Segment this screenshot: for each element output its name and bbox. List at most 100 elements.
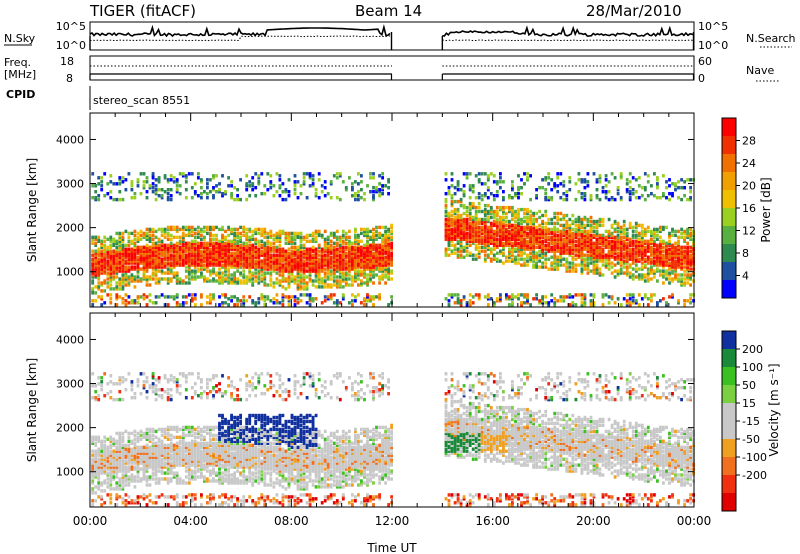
power-cell [206,257,209,261]
power-cell [474,227,478,232]
power-cell [296,247,300,251]
power-cell [631,293,635,297]
power-cell [502,233,505,238]
power-cell [326,259,330,263]
power-cell [281,231,285,236]
power-cell [556,257,560,261]
power-cell [604,192,608,196]
power-cell [203,267,206,271]
power-cell [559,217,563,222]
power-cell [236,233,239,238]
power-cell [625,243,629,247]
power-cell [577,253,581,257]
power-cell [640,267,644,271]
power-cell [532,231,535,236]
power-cell [486,178,490,182]
power-cell [643,265,647,269]
power-cell [242,227,246,232]
power-cell [100,289,104,293]
power-cell [293,261,297,265]
power-cell [520,251,523,255]
velocity-cell [109,469,113,473]
power-cell [384,251,387,255]
power-cell [323,180,327,184]
power-cell [665,259,668,263]
power-cell [628,251,632,255]
power-cell [607,180,611,184]
velocity-cell [103,449,107,453]
power-cell [354,245,357,249]
power-cell [680,281,683,285]
power-cell [311,297,315,301]
power-cell [689,196,692,200]
power-cell [200,192,203,196]
velocity-cell [103,445,107,449]
power-cell [230,261,233,265]
power-cell [592,269,596,273]
power-cell [637,243,641,247]
power-cell [236,265,239,269]
power-cell [598,197,602,202]
power-cell [468,213,472,218]
power-cell [646,255,650,259]
power-cell [520,245,523,249]
power-cell [683,186,686,190]
power-cell [305,275,309,279]
power-cell [659,235,662,239]
power-cell [293,267,297,271]
power-cell [499,239,502,243]
power-cell [372,190,375,194]
power-cell [505,229,508,234]
power-cell [169,255,173,259]
power-cell [221,245,224,249]
power-cell [553,239,557,243]
power-cell [668,197,671,202]
power-cell [172,265,176,269]
power-cell [190,233,194,238]
power-cell [369,253,372,257]
power-cell [483,295,487,299]
power-cell [260,253,264,257]
power-cell [287,271,291,275]
power-cell [580,219,584,224]
power-cell [348,255,351,259]
power-cell [305,196,309,200]
power-cell [335,275,339,279]
power-cell [653,261,656,265]
power-cell [91,287,95,291]
power-cell [586,217,590,222]
power-cell [565,247,569,251]
power-cell [668,235,671,239]
power-cell [574,263,578,267]
power-cell [444,225,448,230]
power-cell [668,273,671,277]
power-cell [275,301,279,305]
power-cell [502,209,505,214]
power-cell [227,245,230,249]
power-cell [166,243,170,247]
power-cell [103,251,107,255]
power-cell [329,249,333,253]
power-cell [453,251,457,255]
velocity-cell [91,453,95,457]
velocity-cell [109,461,113,465]
power-cell [628,192,632,196]
power-cell [499,233,502,238]
power-cell [293,180,297,184]
power-cell [601,293,605,297]
power-cell [589,299,593,303]
power-cell [193,263,197,267]
power-cell [251,182,255,186]
power-cell [366,283,369,287]
power-cell [483,182,487,186]
power-cell [559,182,563,186]
power-cell [598,176,602,180]
power-cell [233,239,236,243]
power-cell [538,237,541,241]
power-cell [677,277,680,281]
power-cell [677,253,680,257]
power-cell [272,247,276,251]
power-cell [547,257,551,261]
power-cell [230,241,233,245]
power-cell [601,303,605,307]
